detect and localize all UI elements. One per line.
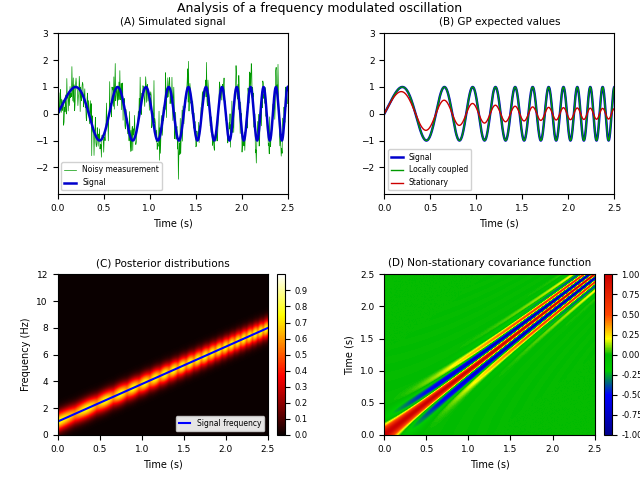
- Noisy measurement: [191, 124, 199, 130]
- Signal: [147, 101, 154, 107]
- Signal frequency: [264, 325, 272, 331]
- Title: (C) Posterior distributions: (C) Posterior distributions: [96, 258, 230, 268]
- Noisy measurement: [175, 176, 182, 182]
- X-axis label: Time (s): Time (s): [479, 218, 519, 228]
- Noisy measurement: [54, 105, 61, 110]
- Locally coupled: [474, 101, 481, 107]
- Stationary: [483, 119, 490, 125]
- Noisy measurement: [185, 58, 193, 64]
- Locally coupled: [539, 132, 547, 138]
- Noisy measurement: [163, 86, 171, 92]
- Line: Signal: Signal: [58, 87, 288, 141]
- Title: (A) Simulated signal: (A) Simulated signal: [120, 17, 225, 27]
- X-axis label: Time (s): Time (s): [470, 459, 509, 469]
- Signal: [611, 84, 618, 90]
- Title: (B) GP expected values: (B) GP expected values: [438, 17, 560, 27]
- Noisy measurement: [243, 125, 251, 131]
- Y-axis label: Time (s): Time (s): [345, 335, 355, 375]
- Signal: [380, 111, 388, 117]
- Signal frequency: [54, 418, 62, 424]
- Stationary: [422, 128, 430, 133]
- Stationary: [380, 111, 388, 117]
- Locally coupled: [611, 84, 618, 90]
- Signal: [564, 124, 572, 130]
- Signal frequency: [244, 334, 252, 339]
- X-axis label: Time (s): Time (s): [153, 218, 193, 228]
- Line: Stationary: Stationary: [384, 92, 614, 130]
- Signal: [234, 85, 241, 90]
- Noisy measurement: [179, 138, 186, 144]
- Legend: Signal, Locally coupled, Stationary: Signal, Locally coupled, Stationary: [388, 150, 471, 190]
- Signal: [212, 132, 220, 138]
- Signal: [520, 138, 528, 143]
- Legend: Signal frequency: Signal frequency: [176, 416, 264, 431]
- Line: Noisy measurement: Noisy measurement: [58, 61, 288, 179]
- Legend: Noisy measurement, Signal: Noisy measurement, Signal: [61, 163, 162, 190]
- Signal: [482, 136, 490, 142]
- Line: Locally coupled: Locally coupled: [384, 87, 614, 141]
- Signal: [474, 101, 481, 107]
- Signal: [155, 136, 163, 142]
- Signal frequency: [179, 363, 187, 369]
- Locally coupled: [380, 111, 388, 117]
- Noisy measurement: [284, 101, 292, 107]
- Stationary: [564, 114, 572, 120]
- Locally coupled: [482, 136, 490, 142]
- Stationary: [397, 89, 405, 95]
- Title: (D) Non-stationary covariance function: (D) Non-stationary covariance function: [388, 258, 591, 268]
- Signal: [284, 84, 292, 90]
- Stationary: [611, 106, 618, 111]
- Signal frequency: [231, 340, 239, 346]
- Locally coupled: [520, 138, 528, 143]
- Signal: [560, 85, 568, 90]
- Stationary: [474, 109, 482, 114]
- X-axis label: Time (s): Time (s): [143, 459, 182, 469]
- Stationary: [561, 105, 568, 111]
- Line: Signal: Signal: [384, 87, 614, 141]
- Signal: [193, 138, 201, 143]
- Signal frequency: [182, 361, 190, 367]
- Locally coupled: [404, 89, 412, 95]
- Stationary: [404, 94, 412, 100]
- Noisy measurement: [279, 122, 287, 128]
- Signal frequency: [54, 419, 61, 424]
- Signal: [54, 111, 61, 117]
- Y-axis label: Frequency (Hz): Frequency (Hz): [21, 318, 31, 391]
- Signal: [237, 124, 245, 130]
- Signal: [77, 89, 85, 95]
- Stationary: [539, 116, 547, 121]
- Locally coupled: [560, 85, 568, 90]
- Signal: [404, 89, 412, 95]
- Signal: [539, 132, 547, 138]
- Line: Signal frequency: Signal frequency: [58, 328, 268, 422]
- Text: Analysis of a frequency modulated oscillation: Analysis of a frequency modulated oscill…: [177, 2, 463, 15]
- Noisy measurement: [164, 94, 172, 100]
- Signal frequency: [179, 363, 186, 369]
- Locally coupled: [564, 124, 572, 130]
